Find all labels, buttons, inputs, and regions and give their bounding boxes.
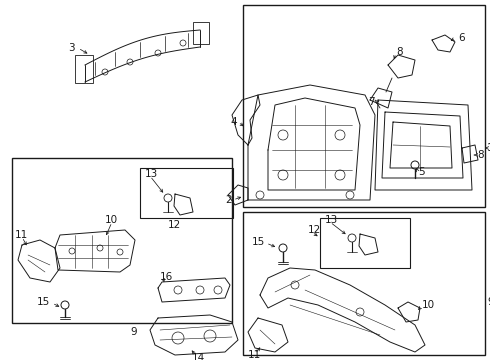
Text: 13: 13 [145, 169, 158, 179]
Text: 13: 13 [325, 215, 338, 225]
Text: 5: 5 [418, 167, 425, 177]
Text: 10: 10 [105, 215, 118, 225]
Text: 12: 12 [308, 225, 321, 235]
Text: 1: 1 [487, 143, 490, 153]
Bar [193, 22, 209, 44]
Bar [140, 168, 233, 218]
Text: 14: 14 [192, 353, 205, 360]
Text: 11: 11 [248, 350, 261, 360]
Text: 4: 4 [230, 117, 237, 127]
Text: 16: 16 [160, 272, 173, 282]
Text: 3: 3 [69, 43, 75, 53]
Text: 11: 11 [15, 230, 28, 240]
Text: 15: 15 [252, 237, 265, 247]
Bar [12, 158, 232, 323]
Bar [75, 55, 93, 83]
Text: 12: 12 [168, 220, 181, 230]
Bar [243, 5, 485, 207]
Text: 8: 8 [396, 47, 403, 57]
Text: 6: 6 [458, 33, 465, 43]
Bar [243, 212, 485, 355]
Text: 2: 2 [225, 195, 232, 205]
Bar [320, 218, 410, 268]
Text: 9: 9 [487, 297, 490, 307]
Text: 15: 15 [37, 297, 50, 307]
Text: 8: 8 [477, 150, 484, 160]
Text: 10: 10 [422, 300, 435, 310]
Text: 9: 9 [130, 327, 137, 337]
Text: 7: 7 [368, 97, 375, 107]
